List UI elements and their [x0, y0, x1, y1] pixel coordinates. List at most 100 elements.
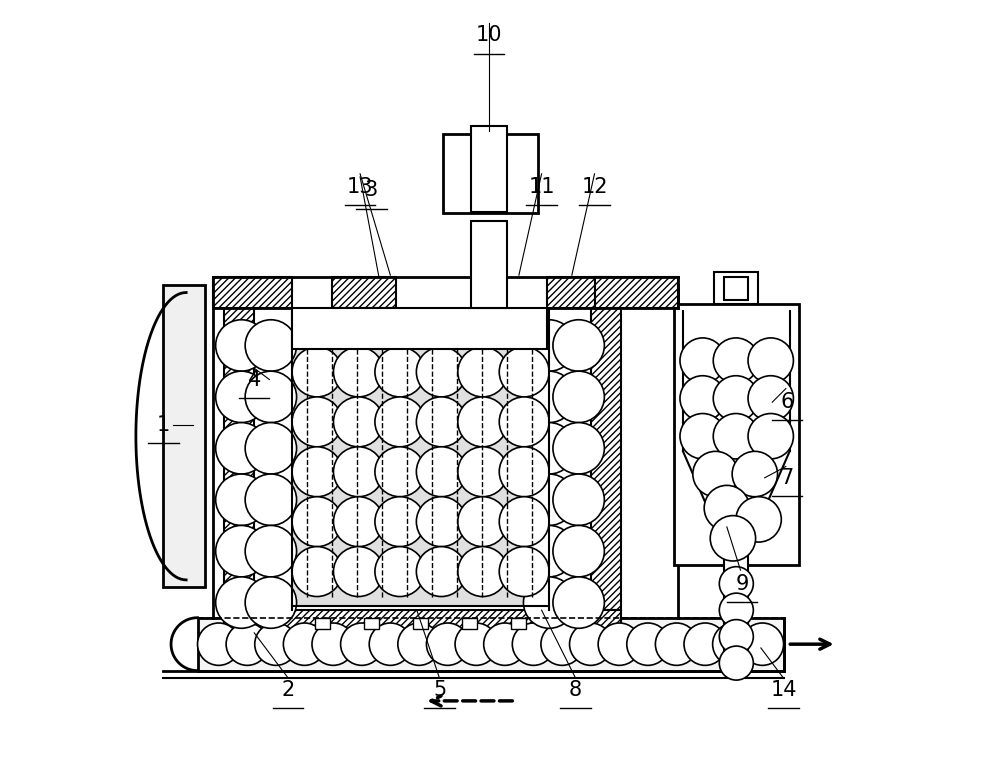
Circle shape — [369, 623, 412, 666]
Circle shape — [312, 623, 354, 666]
Circle shape — [416, 546, 466, 597]
Bar — [714, 272, 758, 304]
Circle shape — [216, 474, 267, 525]
Circle shape — [748, 338, 793, 383]
Circle shape — [198, 623, 240, 666]
Circle shape — [216, 320, 267, 371]
Text: 12: 12 — [581, 177, 608, 197]
Circle shape — [341, 623, 383, 666]
Bar — [332, 277, 396, 307]
Circle shape — [748, 376, 793, 421]
Bar — [462, 618, 477, 629]
Circle shape — [245, 371, 297, 423]
Bar — [595, 277, 678, 307]
Circle shape — [523, 371, 575, 423]
Circle shape — [458, 496, 508, 546]
Text: 2: 2 — [282, 679, 295, 700]
Text: 7: 7 — [781, 468, 794, 488]
Circle shape — [216, 371, 267, 423]
Circle shape — [655, 623, 698, 666]
Bar — [724, 277, 748, 300]
Bar — [674, 304, 799, 565]
Text: 6: 6 — [781, 392, 794, 412]
Text: 4: 4 — [248, 370, 261, 389]
Circle shape — [499, 546, 549, 597]
Circle shape — [719, 593, 753, 627]
Circle shape — [553, 474, 604, 525]
Circle shape — [426, 623, 469, 666]
Text: 10: 10 — [475, 25, 502, 46]
Circle shape — [216, 525, 267, 577]
Circle shape — [553, 371, 604, 423]
Circle shape — [375, 496, 425, 546]
Text: 14: 14 — [770, 679, 797, 700]
Circle shape — [333, 347, 383, 397]
Circle shape — [680, 338, 725, 383]
Circle shape — [292, 496, 342, 546]
Circle shape — [553, 423, 604, 474]
Circle shape — [680, 414, 725, 459]
Bar — [724, 544, 748, 671]
Bar — [224, 610, 621, 629]
Circle shape — [416, 447, 466, 496]
Circle shape — [704, 485, 750, 531]
Bar — [443, 134, 538, 213]
Circle shape — [736, 496, 781, 542]
Circle shape — [245, 320, 297, 371]
Circle shape — [245, 474, 297, 525]
Text: 8: 8 — [569, 679, 582, 700]
Bar — [292, 307, 549, 606]
Circle shape — [523, 525, 575, 577]
Circle shape — [375, 397, 425, 447]
Circle shape — [523, 423, 575, 474]
Circle shape — [499, 496, 549, 546]
Circle shape — [216, 577, 267, 628]
Bar — [163, 285, 205, 587]
Circle shape — [484, 623, 526, 666]
Circle shape — [680, 376, 725, 421]
Text: 13: 13 — [347, 177, 373, 197]
Text: 5: 5 — [433, 679, 446, 700]
Bar — [224, 307, 254, 610]
Text: 9: 9 — [735, 574, 749, 594]
Bar — [471, 221, 507, 307]
Circle shape — [333, 546, 383, 597]
Bar — [198, 618, 784, 671]
Circle shape — [333, 496, 383, 546]
Circle shape — [512, 623, 555, 666]
Circle shape — [375, 447, 425, 496]
Circle shape — [541, 623, 583, 666]
Circle shape — [375, 347, 425, 397]
Bar — [547, 277, 611, 307]
Circle shape — [553, 577, 604, 628]
Circle shape — [553, 320, 604, 371]
Circle shape — [245, 577, 297, 628]
Circle shape — [458, 447, 508, 496]
Circle shape — [226, 623, 268, 666]
Text: 1: 1 — [157, 415, 170, 435]
Circle shape — [375, 546, 425, 597]
Circle shape — [713, 338, 759, 383]
Circle shape — [499, 347, 549, 397]
Circle shape — [458, 546, 508, 597]
Circle shape — [292, 546, 342, 597]
Circle shape — [416, 496, 466, 546]
Circle shape — [684, 623, 726, 666]
Circle shape — [719, 646, 753, 680]
Circle shape — [719, 619, 753, 653]
Circle shape — [713, 414, 759, 459]
Circle shape — [553, 525, 604, 577]
Circle shape — [398, 623, 440, 666]
Circle shape — [455, 623, 497, 666]
Circle shape — [598, 623, 640, 666]
Circle shape — [255, 623, 297, 666]
Circle shape — [523, 474, 575, 525]
Circle shape — [719, 567, 753, 600]
Circle shape — [570, 623, 612, 666]
Circle shape — [216, 423, 267, 474]
Text: 3: 3 — [365, 181, 378, 200]
Circle shape — [292, 397, 342, 447]
Bar — [471, 126, 507, 213]
Circle shape — [627, 623, 669, 666]
Circle shape — [245, 423, 297, 474]
